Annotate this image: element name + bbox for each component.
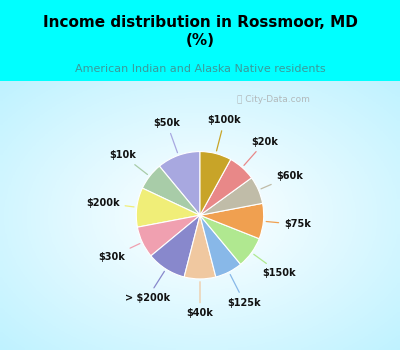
Wedge shape bbox=[200, 178, 262, 215]
Text: $200k: $200k bbox=[86, 198, 134, 208]
Text: $125k: $125k bbox=[228, 274, 261, 308]
Text: American Indian and Alaska Native residents: American Indian and Alaska Native reside… bbox=[75, 64, 325, 74]
Wedge shape bbox=[200, 215, 259, 264]
Text: $50k: $50k bbox=[153, 118, 180, 153]
Text: $60k: $60k bbox=[261, 172, 303, 189]
Wedge shape bbox=[159, 152, 200, 215]
Text: ⓘ City-Data.com: ⓘ City-Data.com bbox=[237, 95, 310, 104]
Wedge shape bbox=[200, 152, 231, 215]
Wedge shape bbox=[136, 188, 200, 227]
Text: $100k: $100k bbox=[208, 116, 241, 151]
Text: $20k: $20k bbox=[244, 137, 278, 166]
Text: $150k: $150k bbox=[254, 254, 296, 278]
Text: $10k: $10k bbox=[109, 150, 148, 175]
Wedge shape bbox=[200, 203, 264, 239]
Text: $75k: $75k bbox=[266, 219, 311, 230]
Text: > $200k: > $200k bbox=[125, 271, 170, 303]
Text: $30k: $30k bbox=[98, 244, 140, 262]
Wedge shape bbox=[200, 215, 241, 277]
Text: $40k: $40k bbox=[186, 282, 214, 318]
Text: Income distribution in Rossmoor, MD
(%): Income distribution in Rossmoor, MD (%) bbox=[42, 15, 358, 48]
Wedge shape bbox=[138, 215, 200, 256]
Wedge shape bbox=[200, 160, 252, 215]
Wedge shape bbox=[184, 215, 216, 279]
Wedge shape bbox=[151, 215, 200, 277]
Wedge shape bbox=[142, 166, 200, 215]
